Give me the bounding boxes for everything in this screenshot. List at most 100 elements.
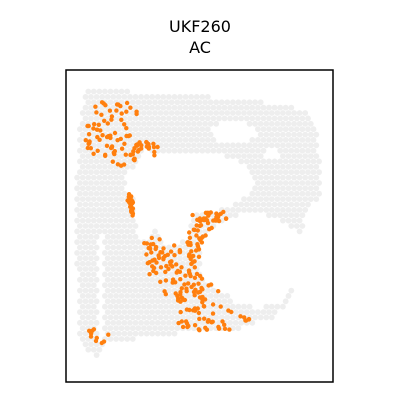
background-spot: [174, 142, 181, 149]
background-spot: [104, 319, 111, 326]
background-spot: [85, 346, 92, 353]
highlighted-spot: [103, 152, 108, 157]
background-spot: [143, 115, 150, 122]
background-spot: [74, 239, 80, 246]
highlighted-spot: [153, 246, 158, 252]
background-spot: [90, 131, 97, 138]
background-spot: [110, 223, 117, 229]
background-spot: [182, 115, 189, 122]
background-spot: [85, 260, 92, 267]
highlighted-spot: [180, 324, 186, 330]
background-spot: [118, 282, 125, 289]
background-spot: [293, 212, 300, 219]
background-spot: [127, 233, 133, 240]
background-spot: [132, 94, 139, 100]
background-spot: [171, 298, 178, 305]
background-spot: [88, 223, 94, 229]
background-spot: [107, 303, 114, 310]
background-spot: [129, 293, 136, 299]
background-spot: [299, 212, 306, 219]
background-spot: [152, 282, 158, 289]
background-spot: [207, 142, 214, 149]
background-spot: [146, 303, 153, 310]
background-spot: [230, 153, 236, 160]
background-spot: [307, 153, 314, 160]
background-spot: [127, 137, 133, 143]
highlighted-spot: [197, 316, 202, 322]
background-spot: [282, 158, 289, 165]
background-spot: [85, 163, 92, 170]
background-spot: [132, 309, 139, 315]
background-spot: [115, 287, 122, 294]
background-spot: [143, 319, 150, 326]
highlighted-spot: [186, 323, 191, 329]
highlighted-spot: [173, 291, 178, 296]
highlighted-spot: [185, 240, 190, 245]
background-spot: [291, 207, 297, 213]
background-spot: [163, 303, 170, 310]
background-spot: [213, 142, 220, 149]
background-spot: [118, 325, 125, 332]
background-spot: [246, 207, 253, 213]
background-spot: [168, 271, 175, 278]
background-spot: [224, 293, 231, 299]
background-spot: [93, 158, 100, 165]
background-spot: [191, 314, 197, 321]
background-spot: [154, 287, 161, 294]
background-spot: [263, 120, 270, 127]
background-spot: [166, 104, 172, 111]
background-spot: [107, 163, 114, 170]
highlighted-spot: [124, 100, 130, 106]
background-spot: [174, 99, 181, 106]
highlighted-spot: [110, 159, 116, 164]
highlighted-spot: [83, 138, 89, 143]
background-spot: [271, 126, 278, 133]
background-spot: [168, 325, 175, 332]
background-spot: [90, 207, 97, 213]
highlighted-spot: [100, 133, 105, 138]
background-spot: [85, 271, 92, 278]
background-spot: [110, 330, 117, 337]
background-spot: [166, 287, 172, 294]
background-spot: [152, 110, 158, 116]
background-spot: [235, 207, 242, 213]
highlighted-spot: [85, 123, 90, 129]
background-spot: [257, 142, 264, 149]
background-spot: [168, 110, 175, 116]
background-spot: [113, 314, 119, 321]
highlighted-spot: [112, 149, 118, 154]
background-spot: [107, 185, 114, 192]
background-spot: [113, 217, 119, 224]
background-spot: [99, 201, 106, 208]
highlighted-spot: [210, 302, 216, 307]
background-spot: [238, 158, 245, 165]
background-spot: [243, 201, 250, 208]
background-spot: [249, 147, 256, 154]
background-spot: [241, 207, 247, 213]
background-spot: [310, 180, 317, 186]
background-spot: [185, 131, 192, 138]
background-spot: [299, 126, 306, 133]
background-spot: [93, 309, 100, 315]
background-spot: [271, 190, 278, 197]
background-spot: [202, 99, 209, 106]
background-spot: [271, 137, 278, 143]
background-spot: [224, 207, 231, 213]
background-spot: [316, 169, 322, 176]
background-spot: [88, 115, 94, 122]
background-spot: [104, 169, 111, 176]
background-spot: [157, 271, 164, 278]
background-spot: [90, 99, 97, 106]
background-spot: [79, 228, 86, 235]
highlighted-spot: [130, 213, 135, 218]
background-spot: [166, 94, 172, 100]
highlighted-spot: [148, 242, 153, 247]
highlighted-spot: [200, 297, 205, 302]
background-spot: [102, 260, 108, 267]
background-spot: [204, 126, 211, 133]
background-spot: [277, 115, 284, 122]
background-spot: [232, 147, 239, 154]
background-spot: [149, 330, 156, 337]
background-spot: [263, 185, 270, 192]
highlighted-spot: [227, 327, 232, 332]
